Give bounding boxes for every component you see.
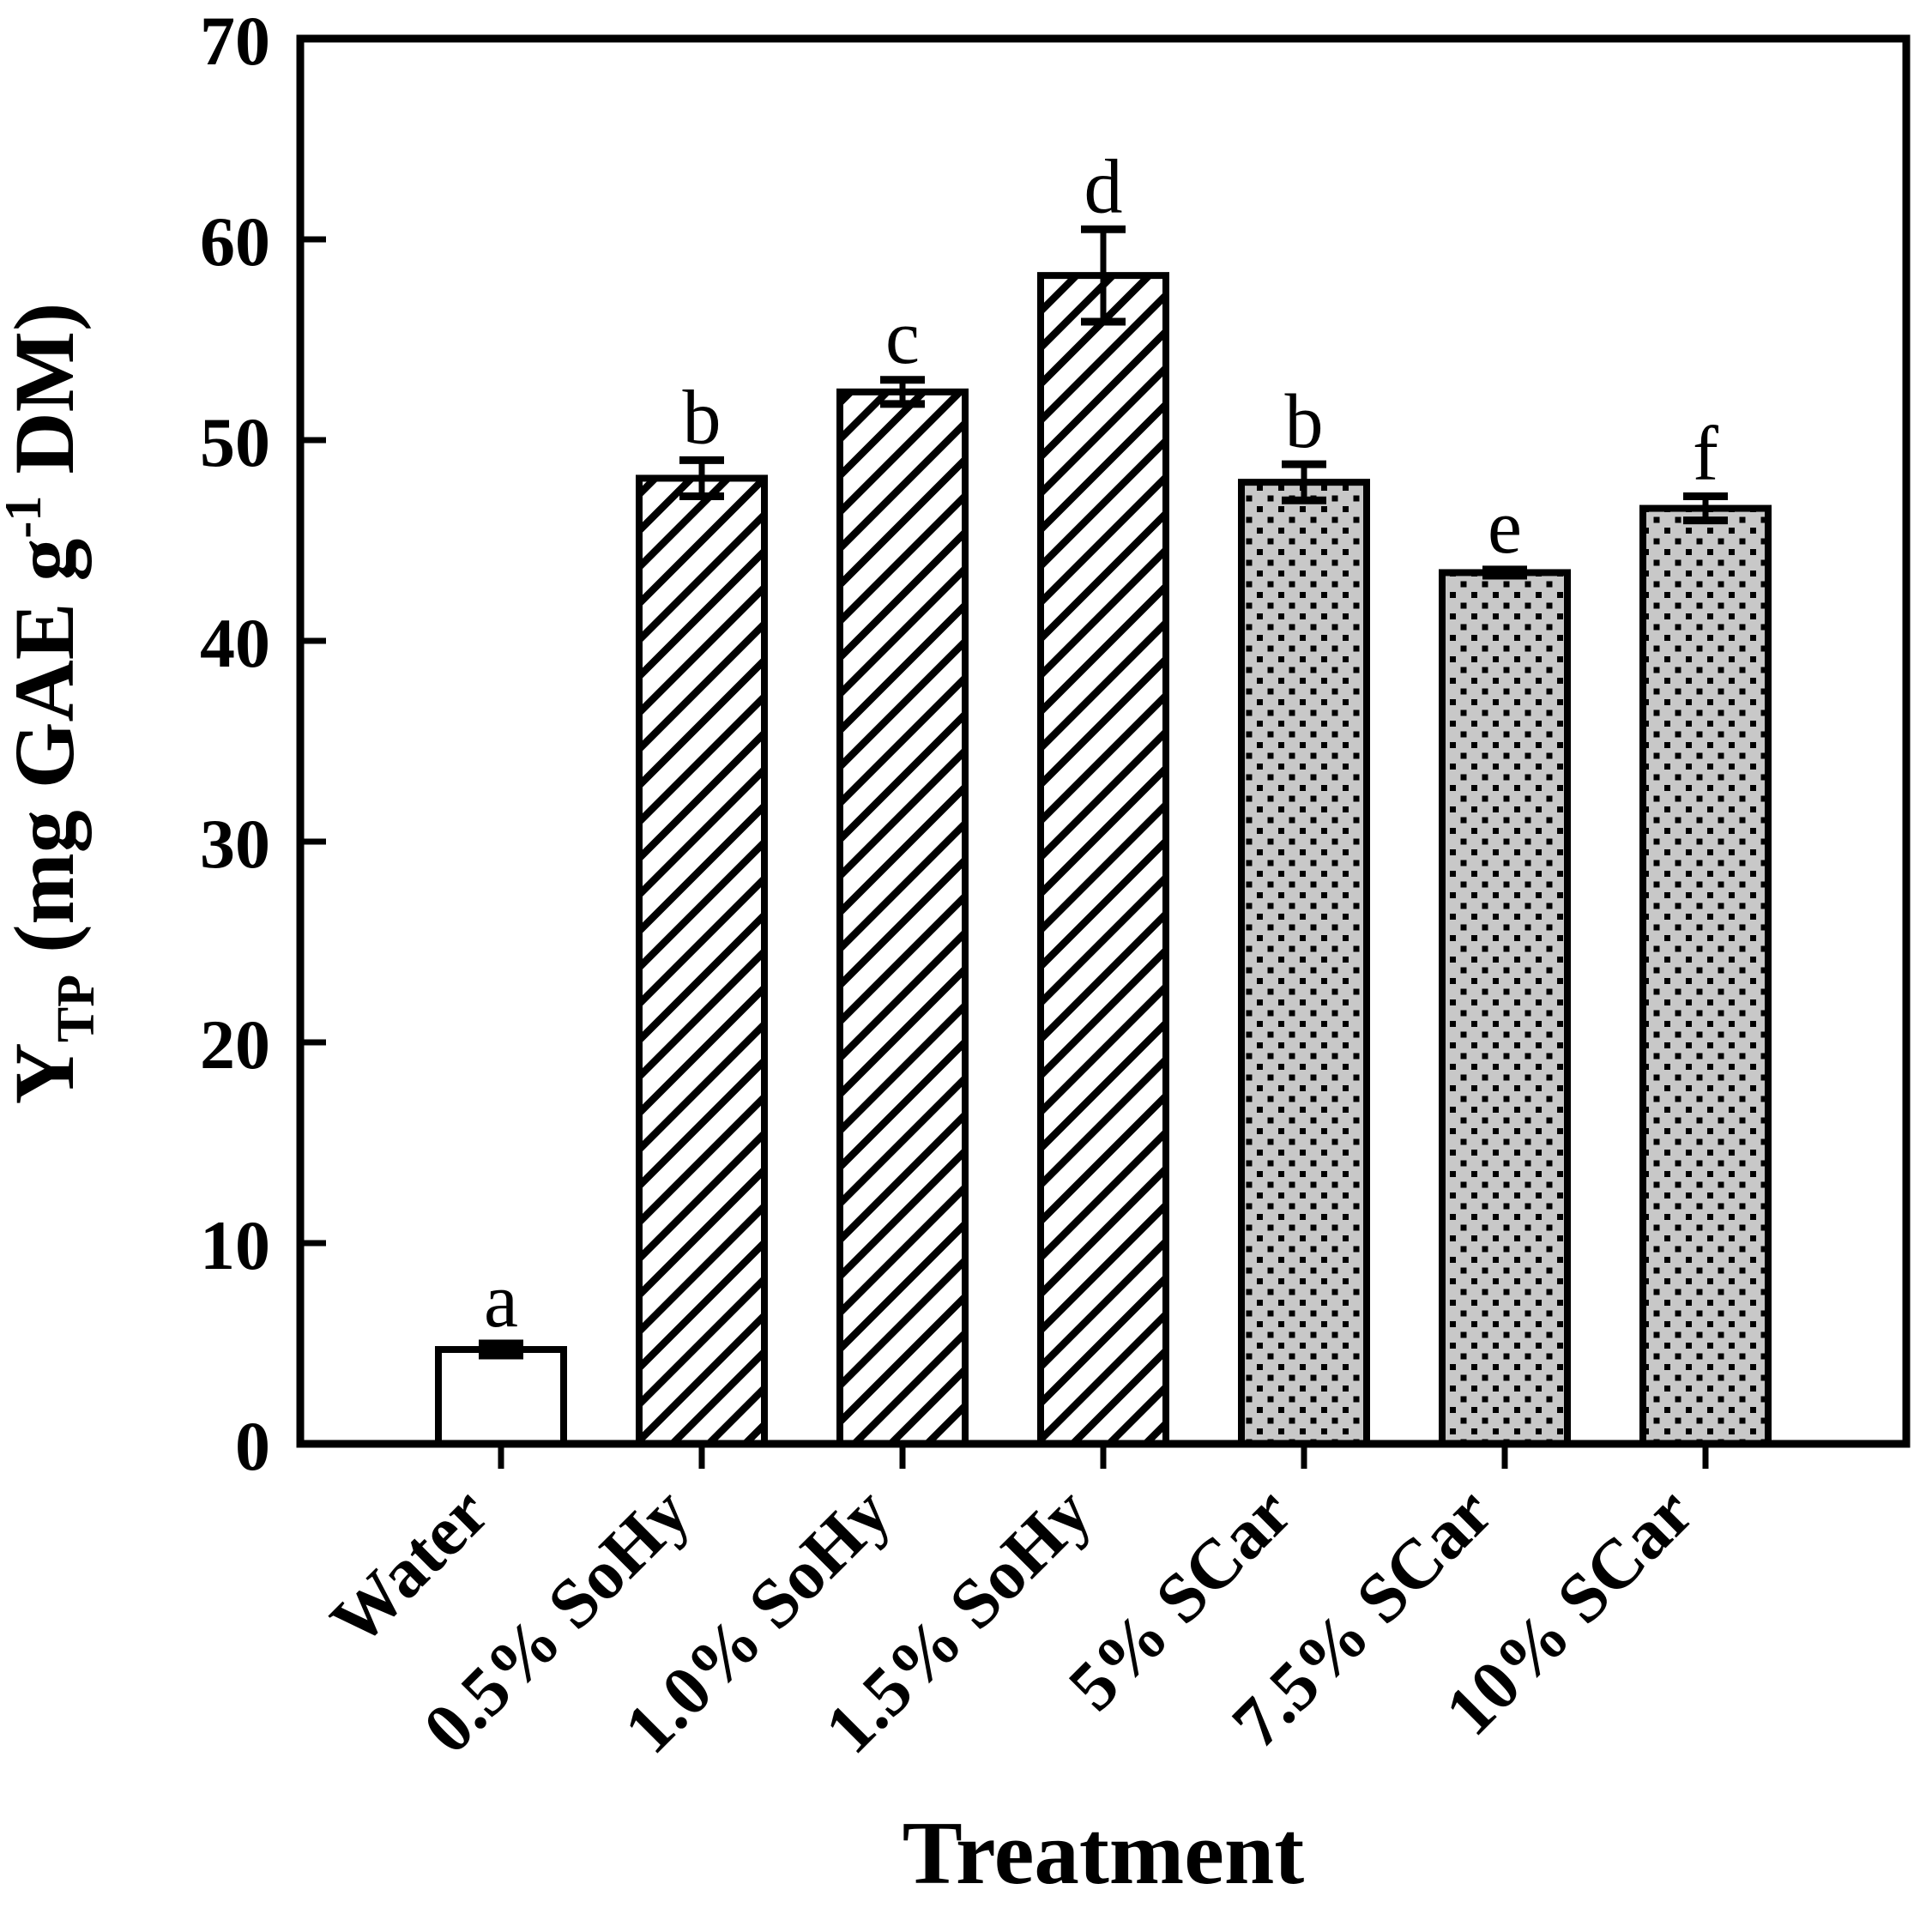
- error-bar-1-0-sohy: [880, 376, 925, 408]
- sig-letter-1-0-sohy: c: [885, 295, 920, 380]
- error-bar-water: [479, 1339, 523, 1360]
- y-tick-label-0: 0: [235, 1407, 270, 1485]
- y-tick-label-60: 60: [200, 202, 270, 281]
- bar-1-5-sohy: [1037, 272, 1169, 1447]
- bar-7-5-scar: [1439, 569, 1571, 1447]
- bar-5-scar: [1238, 479, 1370, 1447]
- error-bar-0-5-sohy: [679, 456, 724, 501]
- y-tick-label-10: 10: [200, 1206, 270, 1284]
- y-tick-label-70: 70: [200, 2, 270, 80]
- sig-letter-water: a: [484, 1259, 518, 1343]
- y-tick-label-40: 40: [200, 604, 270, 682]
- sig-letter-1-5-sohy: d: [1084, 144, 1123, 229]
- bar-10-scar: [1639, 504, 1772, 1447]
- error-bar-7-5-scar: [1482, 565, 1527, 580]
- bar-1-0-sohy: [836, 388, 969, 1448]
- x-axis-title: Treatment: [903, 1802, 1304, 1903]
- error-bar-1-5-sohy: [1081, 225, 1126, 326]
- y-tick-label-50: 50: [200, 403, 270, 481]
- sig-letter-0-5-sohy: b: [683, 375, 721, 460]
- bar-0-5-sohy: [636, 474, 768, 1448]
- sig-letter-5-scar: b: [1285, 379, 1324, 464]
- y-tick-label-30: 30: [200, 805, 270, 883]
- y-axis-title: YTP (mg GAE g-1 DM): [0, 303, 106, 1105]
- error-bar-5-scar: [1282, 460, 1326, 504]
- sig-letter-10-scar: f: [1693, 412, 1718, 497]
- bar-water: [435, 1346, 567, 1448]
- sig-letter-7-5-scar: e: [1488, 485, 1522, 570]
- y-tick-label-20: 20: [200, 1005, 270, 1084]
- error-bar-10-scar: [1683, 492, 1728, 525]
